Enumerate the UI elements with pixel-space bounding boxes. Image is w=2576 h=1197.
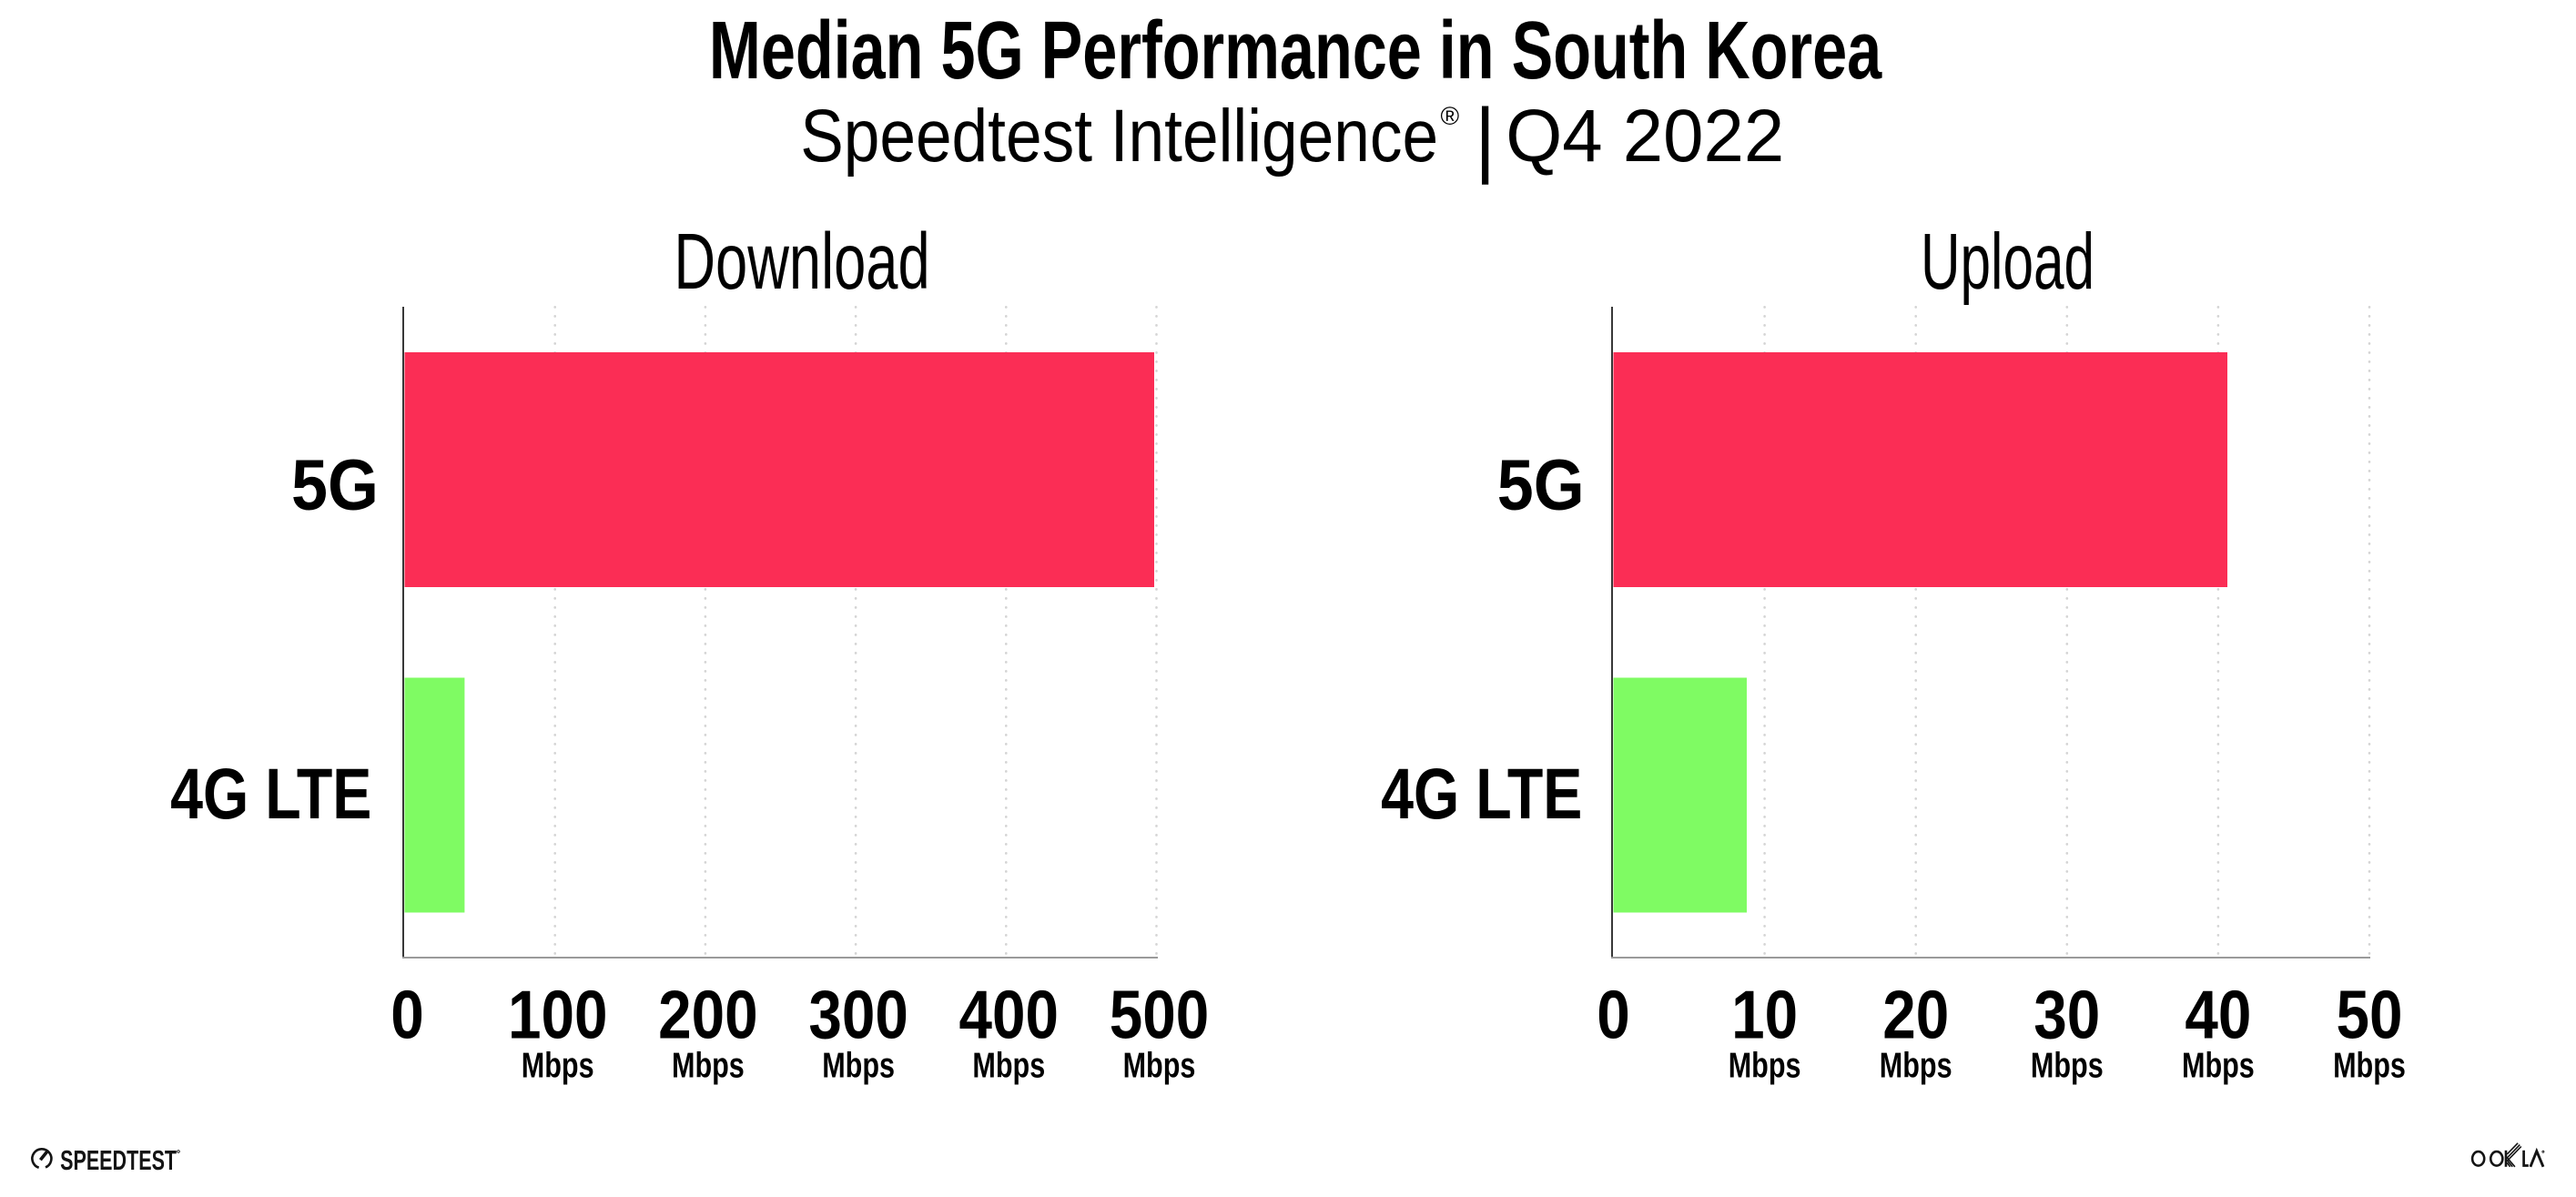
svg-text:Mbps: Mbps	[1123, 1046, 1196, 1085]
svg-text:20: 20	[1882, 976, 1949, 1052]
svg-text:500: 500	[1110, 976, 1209, 1052]
svg-text:Mbps: Mbps	[822, 1046, 895, 1085]
svg-text:Upload: Upload	[1921, 217, 2094, 306]
svg-text:Mbps: Mbps	[522, 1046, 594, 1085]
svg-text:Mbps: Mbps	[2182, 1046, 2255, 1085]
svg-text:®: ®	[1441, 102, 1460, 130]
svg-text:4G LTE: 4G LTE	[170, 755, 371, 835]
svg-text:100: 100	[508, 976, 607, 1052]
svg-text:Mbps: Mbps	[1880, 1046, 1952, 1085]
svg-text:Mbps: Mbps	[972, 1046, 1045, 1085]
svg-text:| Q4 2022: | Q4 2022	[1475, 92, 1784, 185]
svg-text:30: 30	[2033, 976, 2100, 1052]
svg-text:40: 40	[2185, 976, 2251, 1052]
svg-text:Mbps: Mbps	[1729, 1046, 1801, 1085]
svg-text:Mbps: Mbps	[672, 1046, 745, 1085]
svg-text:10: 10	[1731, 976, 1798, 1052]
svg-text:400: 400	[959, 976, 1059, 1052]
svg-text:Download: Download	[674, 218, 929, 306]
svg-text:Median 5G Performance in South: Median 5G Performance in South Korea	[709, 5, 1882, 96]
svg-text:Mbps: Mbps	[2031, 1046, 2104, 1085]
svg-text:5G: 5G	[1497, 445, 1585, 525]
svg-text:Speedtest Intelligence: Speedtest Intelligence	[800, 94, 1438, 178]
svg-text:SPEEDTEST: SPEEDTEST	[60, 1144, 177, 1176]
svg-text:200: 200	[658, 976, 757, 1052]
svg-text:5G: 5G	[291, 445, 379, 525]
svg-text:300: 300	[808, 976, 908, 1052]
svg-text:50: 50	[2337, 976, 2403, 1052]
svg-text:0: 0	[390, 976, 423, 1052]
svg-text:Mbps: Mbps	[2333, 1046, 2406, 1085]
svg-text:0: 0	[1597, 976, 1629, 1052]
svg-text:4G LTE: 4G LTE	[1381, 755, 1582, 835]
